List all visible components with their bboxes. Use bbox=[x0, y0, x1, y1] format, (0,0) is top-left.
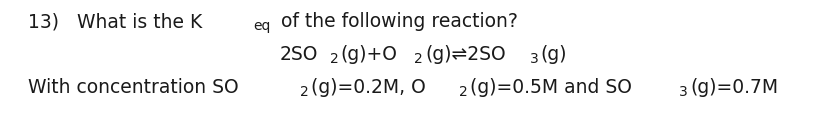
Text: 2: 2 bbox=[459, 85, 467, 99]
Text: (g)+O: (g)+O bbox=[341, 45, 397, 64]
Text: 2: 2 bbox=[329, 52, 338, 66]
Text: 2SO: 2SO bbox=[280, 45, 318, 64]
Text: 3: 3 bbox=[529, 52, 538, 66]
Text: (g)=0.7M: (g)=0.7M bbox=[690, 78, 777, 97]
Text: 2: 2 bbox=[299, 85, 308, 99]
Text: (g)=0.2M, O: (g)=0.2M, O bbox=[311, 78, 425, 97]
Text: of the following reaction?: of the following reaction? bbox=[275, 12, 518, 31]
Text: 13)   What is the K: 13) What is the K bbox=[28, 12, 202, 31]
Text: (g)⇌2SO: (g)⇌2SO bbox=[425, 45, 505, 64]
Text: 3: 3 bbox=[678, 85, 687, 99]
Text: (g)=0.5M and SO: (g)=0.5M and SO bbox=[470, 78, 632, 97]
Text: 2: 2 bbox=[414, 52, 423, 66]
Text: (g): (g) bbox=[540, 45, 566, 64]
Text: With concentration SO: With concentration SO bbox=[28, 78, 238, 97]
Text: eq: eq bbox=[252, 19, 270, 33]
